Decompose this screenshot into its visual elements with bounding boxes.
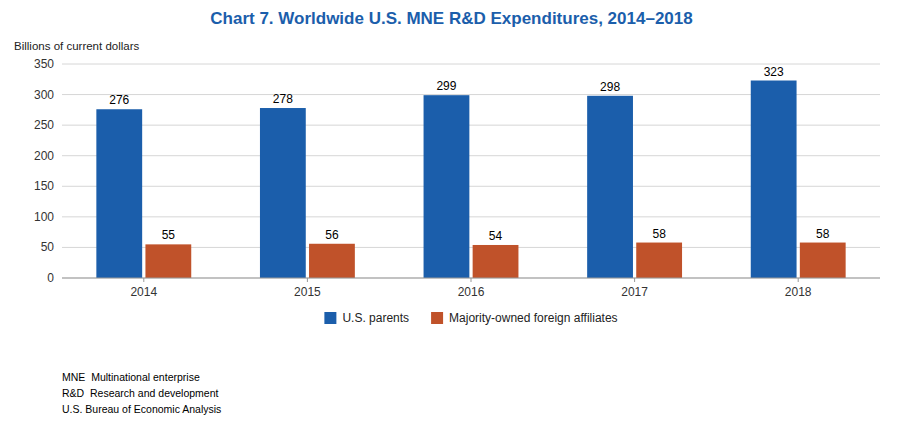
x-tick-label: 2016	[458, 285, 485, 299]
footnote: U.S. Bureau of Economic Analysis	[62, 403, 221, 415]
x-tick-label: 2017	[621, 285, 648, 299]
bar	[587, 96, 633, 278]
bar	[145, 244, 191, 278]
y-tick-label: 0	[47, 271, 54, 285]
data-label: 323	[764, 65, 784, 79]
bar	[96, 109, 142, 278]
x-tick	[634, 278, 635, 282]
data-label: 278	[273, 92, 293, 106]
data-label: 58	[816, 227, 830, 241]
x-tick	[471, 278, 472, 282]
legend-swatch	[324, 312, 336, 324]
footnotes: MNE Multinational enterprise R&D Research…	[62, 371, 221, 415]
y-tick-label: 150	[34, 179, 54, 193]
y-tick-label: 50	[41, 240, 55, 254]
bar	[260, 108, 306, 278]
y-tick-label: 250	[34, 118, 54, 132]
x-tick-label: 2018	[785, 285, 812, 299]
bar	[424, 95, 470, 278]
y-axis: 0 50 100 150 200 250 300 350	[34, 57, 880, 285]
x-tick	[307, 278, 308, 282]
data-label: 56	[325, 228, 339, 242]
legend: U.S. parents Majority-owned foreign affil…	[324, 311, 617, 325]
data-label: 55	[162, 228, 176, 242]
grid-line	[62, 64, 880, 65]
data-labels: 276 278 299 298 323 55 56 54 58 58	[109, 65, 829, 243]
data-label: 298	[600, 80, 620, 94]
bar	[473, 245, 519, 278]
data-label: 299	[436, 79, 456, 93]
data-label: 58	[652, 227, 666, 241]
y-tick-label: 300	[34, 88, 54, 102]
x-tick-label: 2015	[294, 285, 321, 299]
x-tick	[143, 278, 144, 282]
footnote: R&D Research and development	[62, 387, 219, 399]
bar	[309, 244, 355, 278]
x-axis: 2014 2015 2016 2017 2018	[62, 278, 880, 299]
bar	[751, 81, 797, 278]
data-label: 54	[489, 229, 503, 243]
y-axis-label: Billions of current dollars	[14, 40, 140, 52]
legend-swatch	[431, 312, 443, 324]
data-label: 276	[109, 93, 129, 107]
y-tick-label: 200	[34, 149, 54, 163]
x-tick-label: 2014	[130, 285, 157, 299]
footnote: MNE Multinational enterprise	[62, 371, 200, 383]
x-tick	[798, 278, 799, 282]
legend-label: U.S. parents	[342, 311, 409, 325]
bars	[96, 81, 845, 278]
y-tick-label: 350	[34, 57, 54, 71]
title: Chart 7. Worldwide U.S. MNE R&D Expendit…	[210, 9, 692, 28]
chart-container: Chart 7. Worldwide U.S. MNE R&D Expendit…	[0, 0, 903, 423]
chart-svg: Chart 7. Worldwide U.S. MNE R&D Expendit…	[0, 0, 903, 423]
bar	[636, 243, 682, 278]
bar	[800, 243, 846, 278]
legend-label: Majority-owned foreign affiliates	[449, 311, 618, 325]
y-tick-label: 100	[34, 210, 54, 224]
